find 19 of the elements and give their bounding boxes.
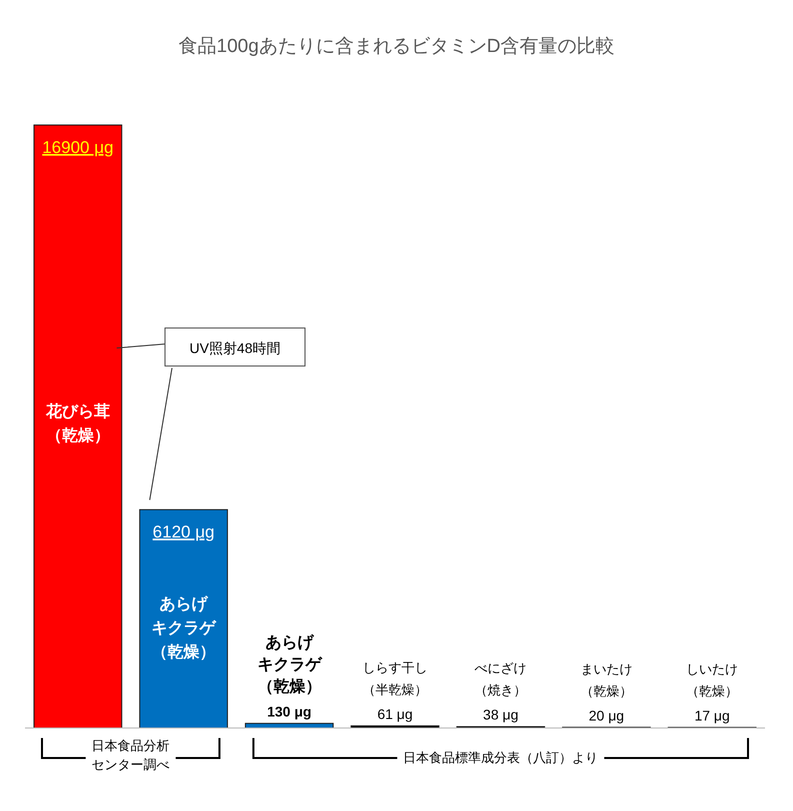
bracket: 日本食品分析センター調べ (40, 737, 220, 772)
x-tick-label: まいたけ（乾燥） (580, 661, 632, 698)
x-tick-label: あらげキクラゲ（乾燥） (257, 633, 324, 696)
data-label: 38 μg (483, 706, 518, 723)
bracket: 日本食品標準成分表（八訂）より (252, 737, 750, 765)
data-label: 20 μg (588, 707, 624, 724)
x-tick-label: 花びら茸（乾燥） (44, 402, 110, 444)
x-tick-label: べにざけ（焼き） (474, 660, 527, 698)
data-label: 17 μg (694, 707, 730, 724)
data-label: 16900 μg (42, 138, 114, 157)
annotation: UV照射48時間 (189, 340, 281, 356)
data-label: 61 μg (377, 706, 413, 722)
x-tick-label: しいたけ（乾燥） (686, 661, 738, 698)
title: 食品100gあたりに含まれるビタミンD含有量の比較 (178, 36, 614, 57)
data-label: 130 μg (267, 703, 312, 720)
x-tick-label: あらげキクラゲ（乾燥） (152, 594, 218, 661)
callout: UV照射48時間 (116, 328, 306, 500)
x-tick-label: しらす干し（半乾燥） (362, 660, 428, 697)
data-label: 6120 μg (152, 522, 214, 542)
